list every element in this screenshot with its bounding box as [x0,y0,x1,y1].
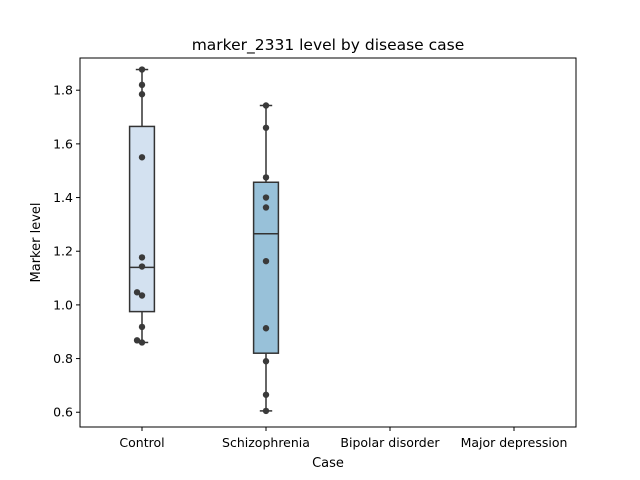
data-point [262,325,270,332]
y-tick-label: 1.8 [53,83,73,98]
y-tick-label: 1.6 [53,136,73,151]
y-tick-label: 1.2 [53,244,73,259]
data-point [138,292,146,299]
data-point [138,339,146,346]
data-point [138,91,146,98]
data-point [262,174,270,181]
x-axis-label: Case [312,456,344,471]
box-schizophrenia [252,181,280,354]
data-point [133,289,141,296]
data-point [262,102,270,109]
chart-title: marker_2331 level by disease case [192,36,465,55]
axes-frame [79,57,577,428]
x-tick-label: Schizophrenia [222,435,310,450]
x-tick-label: Control [119,435,164,450]
data-point [138,81,146,89]
data-point [262,407,270,415]
data-point [262,257,270,265]
data-point [262,358,270,365]
data-point [138,154,146,161]
x-tick-label: Major depression [461,435,568,450]
data-point [262,124,270,131]
data-point [138,66,146,73]
data-point [133,337,141,344]
data-point [262,204,270,211]
y-tick-label: 0.8 [53,351,73,366]
data-point [138,254,146,261]
y-axis: 0.6 0.8 1.0 1.2 1.4 1.6 1.8 [53,83,80,420]
plot-area [128,66,280,415]
x-axis: Control Schizophrenia Bipolar disorder Majo… [119,427,567,450]
data-point [262,391,270,398]
y-tick-label: 1.0 [53,297,73,312]
y-tick-label: 0.6 [53,405,73,420]
data-point [262,194,270,201]
y-tick-label: 1.4 [53,190,73,205]
data-point [138,263,146,270]
data-point [138,323,146,331]
x-tick-label: Bipolar disorder [340,435,440,450]
y-axis-label: Marker level [29,203,44,283]
